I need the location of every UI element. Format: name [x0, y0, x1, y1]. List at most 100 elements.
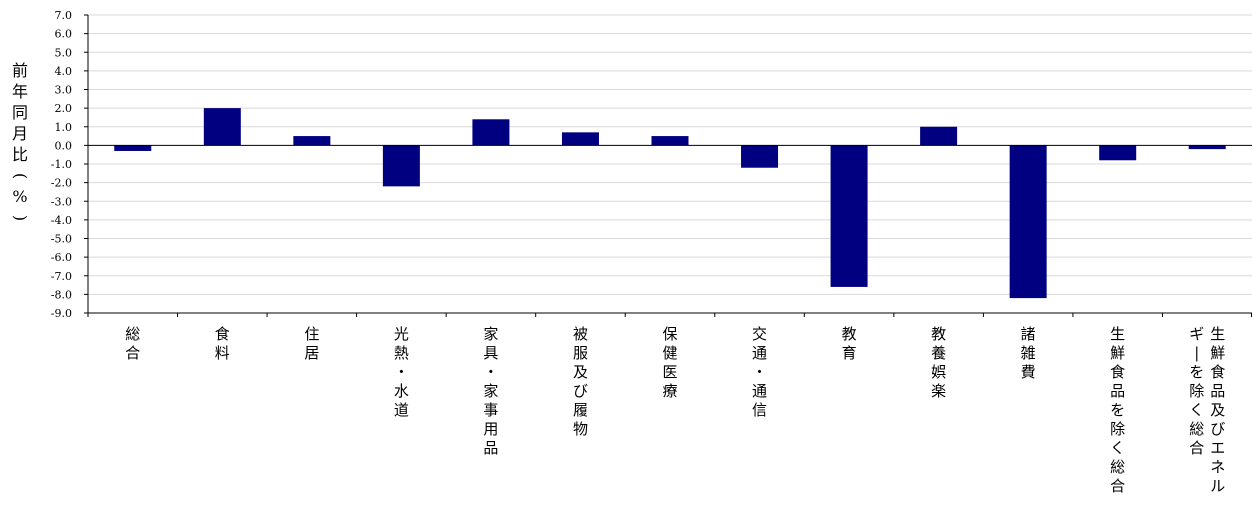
category-label-char: く	[1110, 439, 1125, 457]
category-label-char: 鮮	[1110, 344, 1125, 362]
category-label-char: 水	[394, 382, 409, 400]
category-label-char: 合	[1110, 477, 1125, 495]
bar	[830, 145, 868, 287]
bar	[920, 126, 958, 146]
y-axis-title-char: 比	[12, 145, 28, 164]
y-tick-label: -2.0	[51, 177, 72, 190]
category-label-char: 物	[573, 420, 588, 438]
category-label-char: 除	[1110, 420, 1125, 438]
category-label-char: 娯	[931, 363, 946, 381]
y-axis-title-char: (	[11, 173, 30, 179]
category-label-char: 教	[842, 325, 857, 343]
category-label-char: ネ	[1210, 458, 1225, 476]
y-tick-label: 1.0	[55, 121, 73, 134]
category-label-char: び	[1210, 420, 1225, 438]
category-label-char: 療	[662, 382, 677, 400]
y-tick-label: 4.0	[55, 65, 73, 78]
category-label-char: 費	[1021, 363, 1036, 381]
y-axis-title-char: 年	[12, 82, 28, 101]
category-label-char: 教	[931, 325, 946, 343]
y-tick-label: 7.0	[55, 9, 73, 22]
y-tick-label: -7.0	[51, 270, 72, 283]
category-label-char: 養	[931, 344, 946, 362]
category-label-char: 楽	[931, 382, 946, 400]
category-label-char: 及	[1210, 401, 1225, 419]
category-label-char: 道	[394, 401, 409, 419]
category-label-char: 服	[573, 344, 588, 362]
bar	[1009, 145, 1047, 299]
category-label-char: 交	[752, 325, 767, 343]
category-label-char: 総	[125, 325, 140, 343]
category-label-char: 通	[752, 344, 767, 362]
category-label-char: 用	[483, 420, 498, 438]
category-label-char: 家	[483, 382, 498, 400]
category-label-char: く	[1189, 401, 1204, 419]
category-label-char: 合	[125, 344, 140, 362]
category-label-char: 保	[662, 325, 677, 343]
y-tick-label: -3.0	[51, 195, 72, 208]
bar	[293, 136, 331, 146]
category-label-char: 品	[483, 439, 498, 457]
bar	[1099, 145, 1137, 161]
bar	[203, 108, 241, 146]
category-label-char: 信	[752, 401, 767, 419]
bar	[561, 132, 599, 146]
category-label-char: |	[1194, 344, 1199, 362]
category-label-char: 事	[483, 401, 498, 419]
category-label-char: 住	[304, 325, 319, 343]
category-label-char: 除	[1189, 382, 1204, 400]
y-tick-label: 0.0	[55, 139, 73, 152]
y-tick-label: 2.0	[55, 102, 73, 115]
category-label-char: を	[1189, 363, 1204, 381]
category-label-char: 育	[842, 344, 857, 362]
category-label-char: 健	[662, 344, 677, 362]
category-label-char: 食	[215, 325, 230, 343]
category-label-char: 生	[1210, 325, 1225, 343]
gridlines	[88, 14, 1252, 314]
category-label-char: エ	[1210, 439, 1225, 457]
y-axis-title-char: 同	[12, 103, 28, 122]
category-label-char: ギ	[1189, 325, 1204, 343]
category-labels: 総合食料住居光熱・水道家具・家事用品被服及び履物保健医療交通・通信教育教養娯楽諸…	[125, 325, 1225, 495]
y-axis-title-char: 前	[12, 61, 28, 80]
y-tick-label: -9.0	[51, 307, 72, 320]
axes	[87, 15, 1252, 317]
category-label-char: 被	[573, 325, 588, 343]
category-label-char: 熱	[394, 344, 409, 362]
category-label-char: 総	[1110, 458, 1125, 476]
category-label-char: 家	[483, 325, 498, 343]
category-label-char: 及	[573, 363, 588, 381]
category-label-char: び	[573, 382, 588, 400]
y-axis-title-char: %	[12, 187, 27, 206]
category-label-char: 生	[1110, 325, 1125, 343]
category-label-char: 医	[662, 363, 677, 381]
bar	[1188, 145, 1226, 150]
category-label-char: 鮮	[1210, 344, 1225, 362]
category-label-char: 品	[1210, 382, 1225, 400]
y-axis-ticks: 7.0 6.0 5.0 4.0 3.0 2.0 1.0 0.0 -1.0 -2.0 -3.0 -4.0…	[51, 9, 88, 320]
category-label-char: ・	[752, 363, 767, 381]
category-label-char: ・	[483, 363, 498, 381]
y-tick-label: 3.0	[55, 84, 73, 97]
category-label-char: 食	[1210, 363, 1225, 381]
category-label-char: ル	[1210, 477, 1225, 495]
y-axis-title-char: 月	[12, 124, 28, 143]
bar	[741, 145, 779, 168]
category-label-char: を	[1110, 401, 1125, 419]
y-tick-label: 5.0	[55, 46, 73, 59]
category-label-char: 諸	[1021, 325, 1036, 343]
bar	[114, 145, 152, 151]
category-label-char: 具	[483, 344, 498, 362]
category-label-char: 光	[394, 325, 409, 343]
y-tick-label: -8.0	[51, 288, 72, 301]
y-axis-title-char: )	[11, 215, 30, 221]
bars	[114, 108, 1226, 299]
y-tick-label: -4.0	[51, 214, 72, 227]
category-label-char: 総	[1189, 420, 1204, 438]
category-label-char: 食	[1110, 363, 1125, 381]
category-label-char: 通	[752, 382, 767, 400]
bar	[472, 119, 510, 146]
category-label-char: 雑	[1021, 344, 1036, 362]
